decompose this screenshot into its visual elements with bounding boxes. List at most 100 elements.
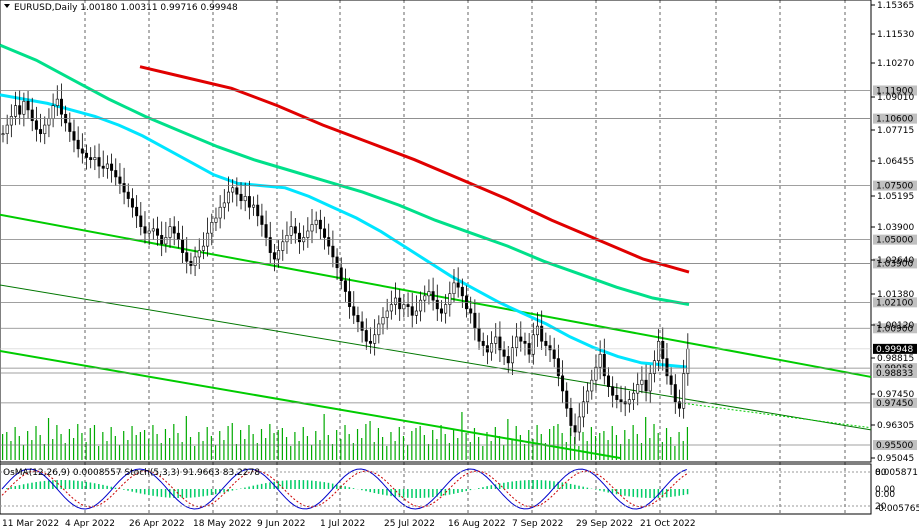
osma-bar [649, 489, 651, 498]
volume-bar [670, 437, 672, 460]
candle-body [498, 336, 502, 351]
indicator-tick-label: 0.00 [875, 490, 895, 500]
osma-bar [139, 489, 142, 494]
candle-body [648, 373, 652, 392]
candle-body [114, 170, 118, 178]
candle-body [565, 390, 569, 409]
current-price-box[interactable] [873, 343, 917, 354]
volume-bar [620, 444, 622, 460]
volume-bar [177, 433, 179, 460]
level-label-box[interactable] [873, 397, 917, 408]
level-label-box[interactable] [873, 297, 917, 308]
volume-bar [56, 425, 58, 460]
volume-bar [14, 427, 16, 460]
osma-bar [302, 480, 305, 489]
osma-bar [98, 484, 100, 489]
osma-bar [532, 480, 534, 489]
level-label-box[interactable] [873, 367, 917, 378]
price-axis[interactable]: 1.15365 1.11530 1.10270 1.09010 1.07715 1.064… [871, 1, 914, 464]
level-label-box[interactable] [873, 440, 917, 451]
osma-bar [636, 489, 639, 498]
osma-bar [611, 489, 614, 494]
volume-bar [369, 421, 371, 460]
osma-bar [319, 481, 321, 489]
price-tick-label: 1.03900 [877, 223, 914, 233]
level-label-box[interactable] [873, 234, 917, 245]
price-tick-label: 1.05195 [877, 192, 914, 202]
osma-bar [306, 480, 309, 489]
osma-bar [81, 481, 83, 489]
level-label-box[interactable] [873, 85, 917, 96]
volume-bar [273, 433, 275, 460]
time-label: 11 Mar 2022 [2, 519, 59, 529]
candle-body [297, 232, 301, 243]
volume-bar [511, 440, 513, 460]
osma-bar [461, 489, 463, 493]
volume-bar [344, 425, 346, 460]
volume-bar [156, 434, 158, 460]
volume-bar [39, 435, 41, 460]
volume-bar [503, 445, 505, 460]
volume-bar [114, 436, 116, 460]
volume-bar [427, 444, 430, 460]
candle-body [652, 360, 656, 374]
osma-bar [281, 480, 284, 489]
candle-body [143, 226, 147, 234]
level-label-box[interactable] [873, 258, 917, 269]
main-pane[interactable] [0, 0, 872, 463]
candle-body [310, 224, 314, 232]
osma-bar [682, 489, 685, 496]
volume-bar [185, 416, 187, 460]
volume-bar [590, 427, 592, 460]
volume-bar [569, 428, 572, 460]
level-label-box[interactable] [873, 113, 917, 124]
time-axis[interactable]: 11 Mar 2022 4 Apr 2022 26 Apr 2022 18 May 2… [2, 519, 696, 529]
candle-body [577, 416, 581, 433]
candle-body [231, 187, 235, 193]
osma-bar [394, 489, 397, 497]
candle-body [323, 228, 327, 238]
candle-body [97, 157, 101, 167]
osma-bar [10, 487, 12, 489]
candle-body [506, 356, 510, 364]
candle-body [281, 241, 285, 251]
candle-body [402, 304, 406, 310]
candle-body [243, 196, 247, 202]
volume-bar [135, 435, 137, 460]
level-label-box[interactable] [873, 180, 917, 191]
volume-bar [549, 429, 551, 460]
candle-body [435, 299, 439, 310]
price-tick-label: 1.00120 [877, 321, 914, 331]
level-label-box[interactable] [873, 323, 917, 334]
osma-bar [210, 489, 213, 495]
price-tick-label: 0.95045 [877, 454, 914, 464]
candle-body [226, 191, 230, 204]
price-tick-label: 1.02640 [877, 256, 914, 266]
candle-body [72, 131, 76, 141]
candle-body [335, 256, 339, 269]
volume-bar [486, 432, 488, 460]
volume-bar [223, 440, 225, 460]
level-label: 1.00900 [876, 324, 913, 334]
osma-bar [419, 489, 422, 498]
candle-body [460, 286, 464, 297]
price-tick-label: 1.10270 [877, 59, 914, 69]
osma-bar [423, 489, 426, 498]
volume-bar [611, 426, 613, 460]
volume-bar [352, 443, 354, 460]
candle-body [439, 308, 443, 314]
volume-bar [469, 442, 471, 460]
volume-bar [315, 431, 317, 460]
osma-bar [574, 484, 576, 489]
volume-bar [365, 424, 367, 460]
collapse-arrow-icon[interactable] [4, 4, 10, 8]
osma-bar [260, 483, 263, 489]
volume-bar [407, 445, 409, 460]
horizontal-levels[interactable]: 1.11900 1.10600 1.07500 1.05000 1.03900 1.021… [0, 85, 917, 451]
osma-bar [469, 489, 472, 491]
osma-bar [131, 489, 133, 492]
volume-bar [68, 429, 71, 460]
osma-bar [661, 489, 664, 498]
grid-lines [0, 0, 846, 514]
